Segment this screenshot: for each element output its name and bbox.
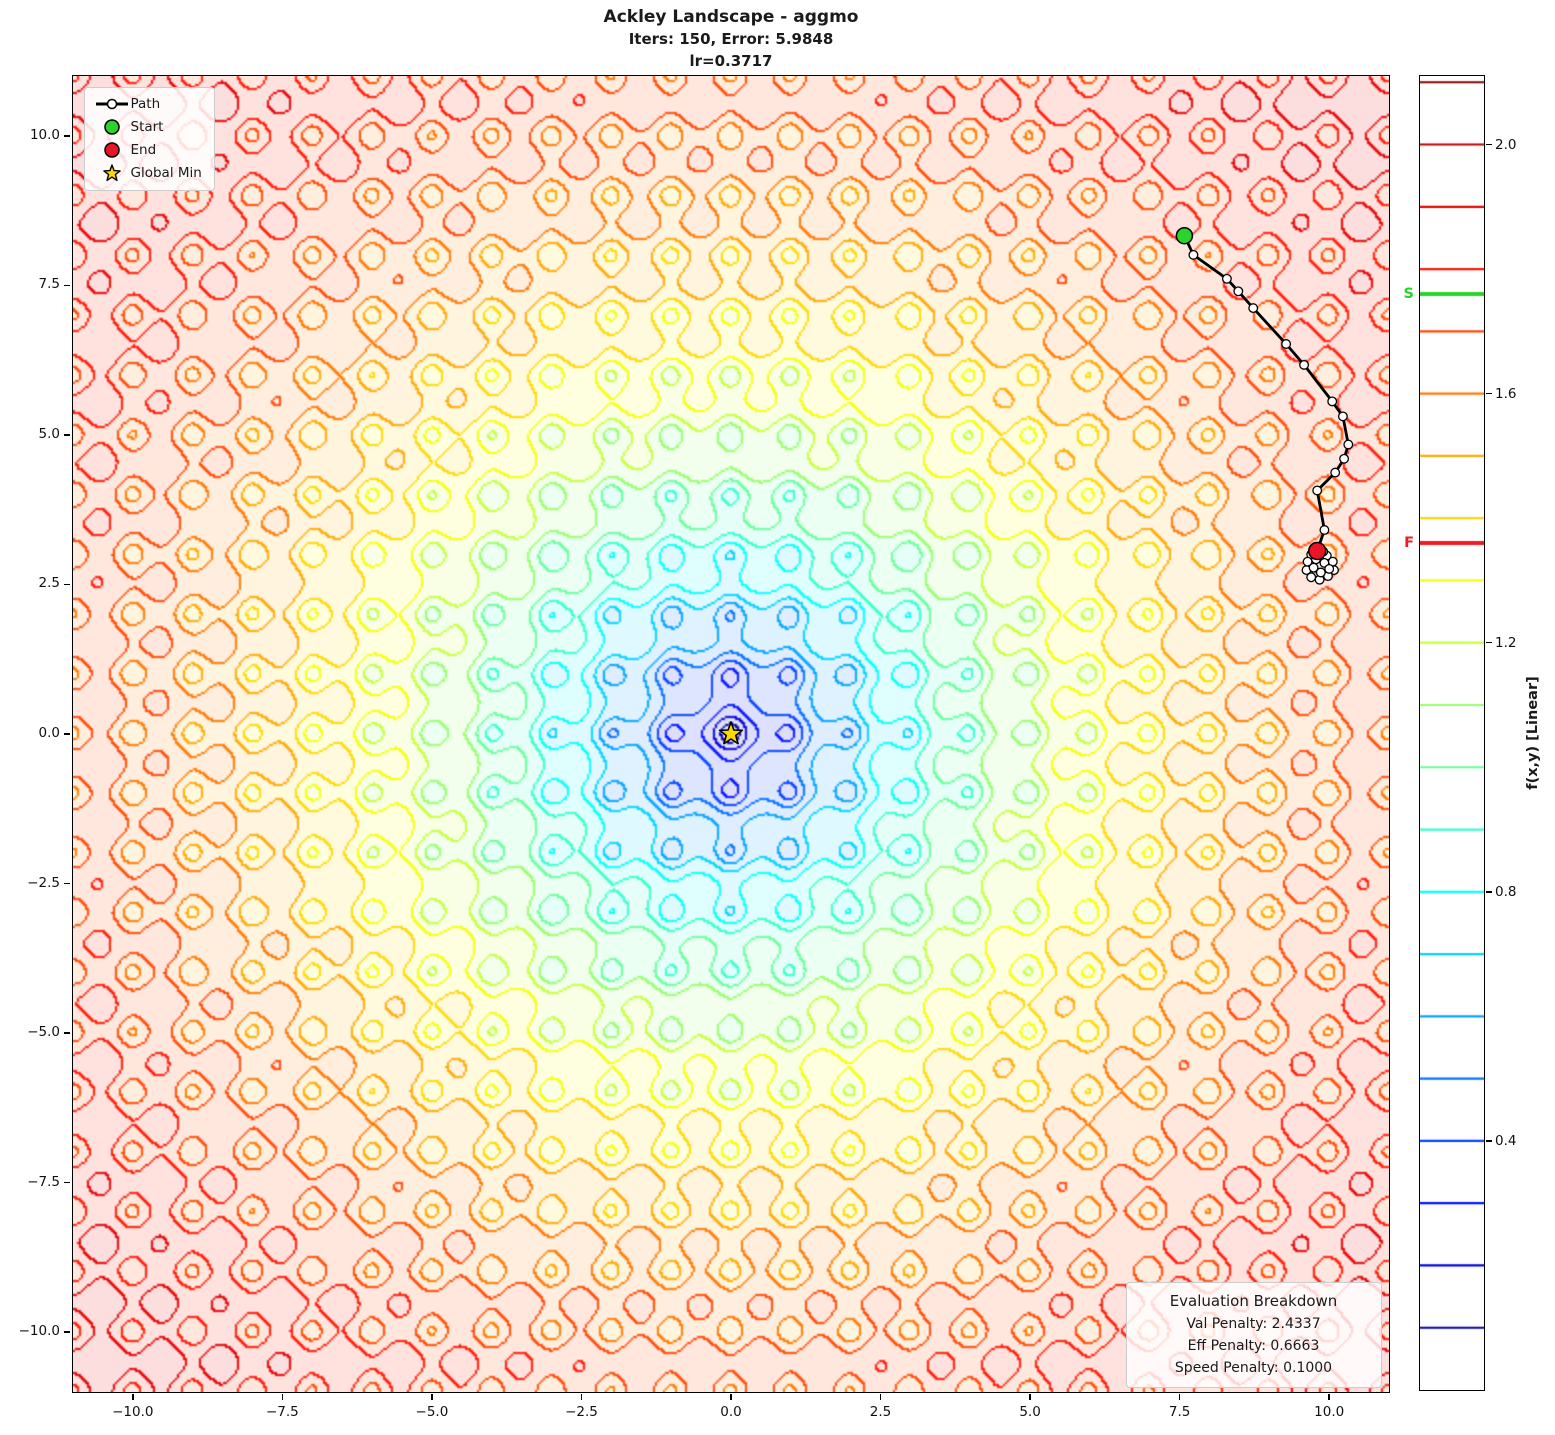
end-dot-icon [93, 141, 131, 159]
x-tick-label: −10.0 [112, 1404, 154, 1420]
y-tick-label: 5.0 [38, 425, 60, 442]
x-tick-mark [879, 1393, 882, 1400]
colorbar [1418, 74, 1485, 1391]
colorbar-tick-mark [1485, 1140, 1492, 1142]
path-marker [1342, 439, 1353, 449]
x-tick-mark [431, 1393, 433, 1400]
colorbar-tick-mark [1485, 143, 1492, 146]
x-tick-mark [281, 1393, 284, 1400]
global-min-star-icon [93, 163, 131, 183]
title-block: Ackley Landscape - aggmo Iters: 150, Err… [73, 6, 1389, 72]
path-marker [1326, 395, 1337, 406]
colorbar-tick-label: 0.4 [1495, 1132, 1517, 1149]
colorbar-axis-label: f(x,y) [Linear] [1525, 676, 1541, 790]
path-marker [1232, 285, 1243, 296]
x-tick-label: 5.0 [1019, 1404, 1041, 1420]
x-tick-label: −7.5 [265, 1404, 299, 1420]
y-tick-label: 10.0 [29, 126, 60, 143]
y-tick-label: 0.0 [38, 725, 60, 741]
y-tick-mark [64, 583, 70, 586]
colorbar-end-marker-label: F [1404, 535, 1414, 552]
eff-penalty: Eff Penalty: 0.6663 [1187, 1337, 1320, 1354]
start-marker [1175, 226, 1193, 244]
legend-label-end: End [130, 142, 157, 158]
y-tick-mark [64, 733, 70, 735]
legend-row-end: End [93, 139, 202, 162]
start-dot-icon [93, 118, 131, 136]
speed-penalty: Speed Penalty: 0.1000 [1174, 1359, 1333, 1376]
x-tick-label: 0.0 [720, 1404, 742, 1420]
x-tick-label: 10.0 [1314, 1404, 1345, 1420]
path-marker [1305, 571, 1316, 582]
chart-subtitle-iters-error: Iters: 150, Error: 5.9848 [628, 30, 834, 48]
path-marker [1315, 567, 1326, 577]
path-marker [1298, 359, 1309, 370]
y-tick-mark [64, 882, 70, 885]
y-tick-label: −2.5 [27, 874, 60, 891]
legend-row-start: Start [93, 116, 202, 139]
y-tick-mark [64, 1331, 70, 1333]
x-tick-label: −5.0 [415, 1404, 449, 1420]
optimization-path-line [1182, 234, 1350, 551]
val-penalty: Val Penalty: 2.4337 [1186, 1315, 1321, 1332]
path-marker [1221, 273, 1232, 284]
colorbar-tick-label: 2.0 [1495, 136, 1517, 153]
x-tick-label: 7.5 [1168, 1404, 1191, 1420]
y-tick-label: 2.5 [38, 575, 60, 592]
legend-row-global-min: Global Min [93, 162, 202, 185]
colorbar-tick-label: 0.8 [1495, 883, 1517, 900]
colorbar-canvas [1419, 75, 1484, 1390]
colorbar-tick-label: 1.2 [1495, 634, 1517, 651]
path-line-icon [93, 96, 131, 112]
y-tick-mark [64, 434, 70, 436]
x-tick-label: −2.5 [565, 1404, 598, 1420]
x-tick-mark [730, 1393, 732, 1400]
legend-label-start: Start [130, 119, 164, 135]
y-tick-mark [64, 1032, 70, 1034]
y-tick-label: 7.5 [38, 276, 60, 293]
colorbar-tick-mark [1485, 392, 1492, 395]
evaluation-breakdown-title: Evaluation Breakdown [1169, 1291, 1338, 1310]
x-tick-label: 2.5 [869, 1404, 892, 1420]
global-min-star [718, 720, 743, 744]
path-marker [1338, 453, 1349, 464]
colorbar-start-marker-label: S [1403, 285, 1414, 302]
path-marker [1247, 302, 1258, 313]
x-tick-mark [580, 1393, 583, 1400]
path-overlay [73, 76, 1389, 1392]
y-tick-mark [64, 284, 70, 287]
path-marker [1318, 524, 1329, 535]
legend: Path Start End Global Min [83, 86, 215, 191]
colorbar-tick-label: 1.6 [1495, 385, 1517, 402]
legend-row-path: Path [93, 93, 202, 116]
path-marker [1187, 249, 1198, 260]
evaluation-breakdown-box: Evaluation Breakdown Val Penalty: 2.4337… [1125, 1281, 1382, 1388]
path-marker [1323, 563, 1334, 574]
x-tick-mark [1178, 1393, 1181, 1400]
y-tick-label: −5.0 [27, 1024, 60, 1041]
path-marker [1311, 485, 1322, 495]
path-marker [1337, 410, 1348, 421]
path-marker [1280, 338, 1291, 349]
legend-label-global-min: Global Min [130, 165, 202, 181]
x-tick-mark [1328, 1393, 1330, 1400]
colorbar-tick-mark [1485, 891, 1492, 893]
contour-plot-area: Path Start End Global Min [71, 74, 1390, 1393]
y-tick-mark [64, 135, 70, 137]
chart-title: Ackley Landscape - aggmo [603, 7, 859, 27]
y-tick-label: −10.0 [18, 1323, 60, 1340]
x-tick-mark [1029, 1393, 1031, 1400]
end-marker [1307, 541, 1326, 560]
y-tick-label: −7.5 [27, 1173, 60, 1190]
path-marker [1329, 467, 1340, 478]
colorbar-tick-mark [1485, 641, 1492, 644]
legend-label-path: Path [130, 96, 161, 112]
y-tick-mark [64, 1181, 70, 1184]
path-marker [1308, 562, 1319, 573]
chart-subtitle-lr: lr=0.3717 [689, 52, 773, 70]
x-tick-mark [132, 1393, 134, 1400]
